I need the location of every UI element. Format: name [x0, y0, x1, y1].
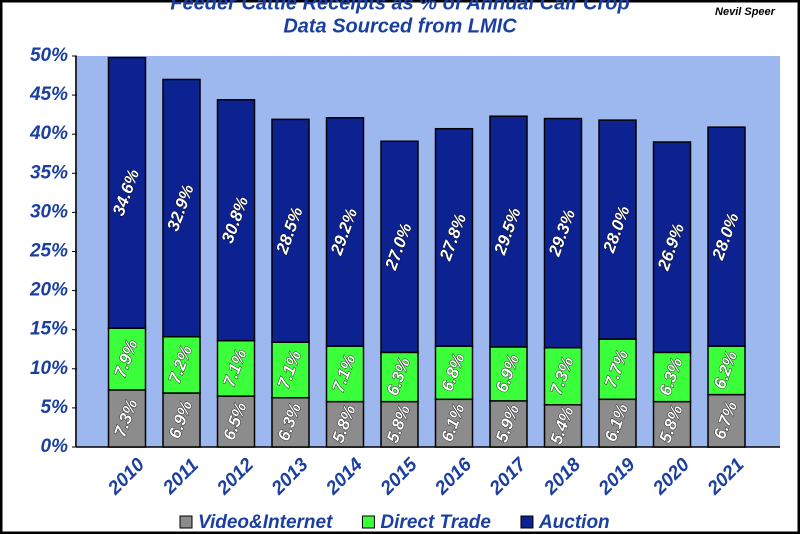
y-tick-label: 45%	[29, 84, 68, 105]
bar-segment	[162, 78, 201, 338]
bar-segment	[652, 400, 692, 448]
legend-swatch	[520, 515, 534, 529]
legend-label: Auction	[538, 512, 610, 533]
bar-segment	[652, 141, 692, 354]
legend-label: Video&Internet	[198, 512, 333, 533]
y-tick-label: 20%	[29, 280, 68, 301]
bar-segment	[162, 335, 201, 394]
y-tick-label: 40%	[29, 123, 68, 144]
bar-segment	[543, 346, 583, 406]
bar-segment	[271, 341, 310, 399]
bar-segment	[216, 395, 256, 448]
y-tick-label: 25%	[29, 241, 68, 262]
legend-swatch	[361, 515, 375, 529]
y-tick-label: 50%	[30, 45, 68, 66]
bar-segment	[434, 127, 474, 347]
bar-segment	[325, 345, 365, 403]
bar-segment	[107, 56, 147, 329]
bar-segment	[434, 398, 474, 448]
author: Nevil Speer	[715, 6, 776, 18]
bar-segment	[216, 339, 256, 397]
bar-segment	[543, 404, 583, 448]
y-tick-label: 10%	[30, 358, 68, 379]
bar-segment	[489, 346, 528, 402]
y-tick-label: 15%	[30, 319, 68, 340]
legend-swatch	[179, 515, 193, 529]
chart-title: Feeder Cattle Receipts as % of Annual Ca…	[170, 0, 629, 14]
bar-segment	[543, 117, 583, 349]
bar-segment	[489, 115, 528, 348]
chart-subtitle: Data Sourced from LMIC	[283, 15, 517, 37]
bar-segment	[107, 327, 147, 391]
bar-segment	[325, 117, 365, 347]
bar-segment	[434, 345, 474, 401]
bar-segment	[107, 389, 147, 448]
bar-segment	[380, 351, 419, 403]
bar-segment	[707, 345, 746, 396]
bar-segment	[216, 99, 256, 342]
bar-segment	[707, 126, 746, 347]
bar-segment	[652, 351, 692, 403]
bar-segment	[380, 140, 419, 354]
y-tick-label: 30%	[30, 201, 68, 222]
legend-label: Direct Trade	[380, 512, 491, 533]
y-tick-label: 35%	[30, 162, 68, 183]
y-tick-label: 0%	[41, 436, 69, 457]
bar-segment	[380, 400, 419, 448]
bar-segment	[598, 398, 637, 448]
bar-segment	[271, 118, 310, 343]
y-tick-label: 5%	[41, 397, 69, 418]
bar-segment	[598, 119, 637, 340]
